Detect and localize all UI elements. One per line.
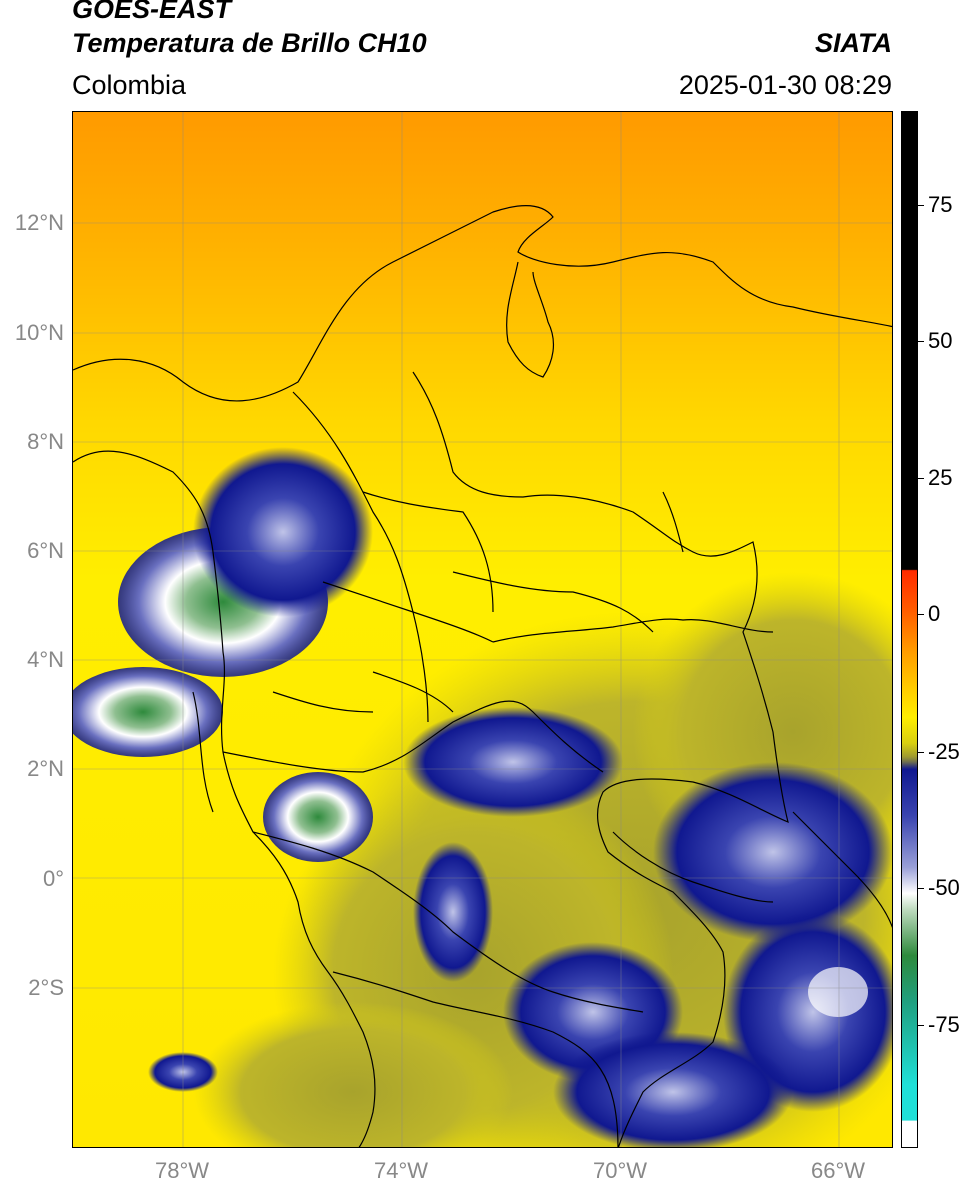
datetime-label: 2025-01-30 08:29 [678,70,892,100]
satellite-title: GOES-EAST [72,0,232,24]
lon-label-70w: 70°W [592,1158,648,1183]
lon-label-78w: 78°W [154,1158,210,1183]
gridlines [73,112,892,1147]
colorbar-label-75: 75 [928,192,953,217]
lat-label-10n: 10°N [14,320,64,345]
colorbar-tick [918,752,924,753]
colorbar-label-25: 25 [928,465,953,490]
colorbar-tick [918,341,924,342]
organization-label: SIATA [815,28,892,58]
colorbar-tick [918,888,924,889]
region-label: Colombia [72,70,187,100]
lat-label-2s: 2°S [28,975,64,1000]
colorbar-tick [918,614,924,615]
lat-label-12n: 12°N [14,210,64,235]
colorbar-label-neg25: -25 [928,739,960,764]
lon-label-74w: 74°W [373,1158,429,1183]
colorbar-label-0: 0 [928,601,941,626]
colorbar-tick [918,205,924,206]
product-title: Temperatura de Brillo CH10 [72,28,427,58]
colorbar [901,111,918,1148]
colorbar-label-neg50: -50 [928,875,960,900]
lat-label-4n: 4°N [27,647,64,672]
colorbar-tick [918,1025,924,1026]
lat-label-2n: 2°N [27,756,64,781]
borders [73,205,892,1147]
colorbar-label-50: 50 [928,328,953,353]
map-canvas [73,112,892,1147]
lat-label-6n: 6°N [27,538,64,563]
lat-label-0: 0° [42,866,64,891]
satellite-map [72,111,893,1148]
colorbar-label-neg75: -75 [928,1012,960,1037]
lat-label-8n: 8°N [27,429,64,454]
lon-label-66w: 66°W [810,1158,866,1183]
colorbar-tick [918,478,924,479]
